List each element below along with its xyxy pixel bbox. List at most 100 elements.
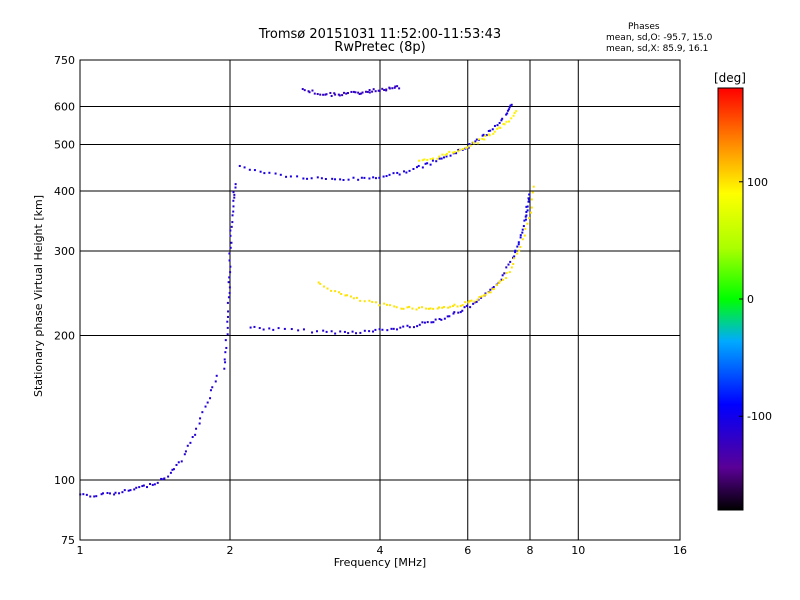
echo-point (457, 149, 460, 152)
echo-point (233, 193, 236, 196)
echo-point (426, 162, 429, 165)
echo-point (466, 146, 469, 149)
echo-point (461, 147, 464, 150)
echo-point (227, 310, 230, 313)
echo-point (392, 327, 395, 330)
echo-point (102, 492, 105, 495)
echo-point (358, 93, 361, 96)
echo-point (359, 331, 362, 334)
echo-point (515, 110, 518, 113)
echo-point (378, 176, 381, 179)
echo-point (232, 191, 235, 194)
echo-point (519, 236, 522, 239)
echo-point (232, 199, 235, 202)
echo-point (228, 276, 231, 279)
echo-point (268, 171, 271, 174)
echo-point (374, 301, 377, 304)
echo-point (322, 329, 325, 332)
echo-point (347, 332, 350, 335)
echo-point (445, 152, 448, 155)
echo-point (374, 177, 377, 180)
echo-point (423, 321, 426, 324)
echo-point (508, 106, 511, 109)
echo-point (226, 333, 229, 336)
echo-point (526, 209, 529, 212)
echo-point (172, 468, 175, 471)
echo-point (364, 90, 367, 93)
echo-point (524, 215, 527, 218)
echo-point (334, 93, 337, 96)
echo-point (206, 401, 209, 404)
echo-point (498, 121, 501, 124)
echo-point (198, 422, 201, 425)
echo-point (425, 307, 428, 310)
echo-point (127, 489, 130, 492)
echo-point (493, 124, 496, 127)
echo-point (301, 88, 304, 91)
echo-point (342, 91, 345, 94)
echo-point (464, 301, 467, 304)
echo-point (360, 92, 363, 95)
echo-point (484, 293, 487, 296)
echo-point (522, 225, 525, 228)
echo-point (343, 330, 346, 333)
echo-point (408, 305, 411, 308)
echo-point (381, 87, 384, 90)
echo-point (457, 311, 460, 314)
echo-point (449, 154, 452, 157)
echo-point (89, 495, 92, 498)
echo-point (224, 339, 227, 342)
echo-point (500, 119, 503, 122)
echo-point (346, 92, 349, 95)
echo-point (448, 150, 451, 153)
echo-point (510, 266, 513, 269)
echo-point (296, 175, 299, 178)
echo-point (453, 303, 456, 306)
echo-point (405, 171, 408, 174)
echo-point (514, 249, 517, 252)
echo-point (496, 124, 499, 127)
echo-point (274, 172, 277, 175)
echo-point (324, 177, 327, 180)
echo-point (226, 315, 229, 318)
echo-point (474, 140, 477, 143)
echo-point (357, 178, 360, 181)
echo-point (82, 493, 85, 496)
echo-point (416, 325, 419, 328)
echo-point (201, 411, 204, 414)
echo-point (411, 307, 414, 310)
echo-point (345, 294, 348, 297)
echo-point (180, 460, 183, 463)
echo-point (506, 109, 509, 112)
echo-point (438, 318, 441, 321)
y-tick-label: 600 (54, 101, 75, 114)
echo-point (448, 315, 451, 318)
echo-point (167, 475, 170, 478)
echo-point (93, 495, 96, 498)
x-tick-label: 8 (527, 544, 534, 557)
y-tick-label: 75 (61, 534, 75, 547)
echo-point (352, 297, 355, 300)
echo-point (421, 159, 424, 162)
echo-point (469, 306, 472, 309)
echo-point (342, 178, 345, 181)
echo-point (430, 321, 433, 324)
echo-point (442, 156, 445, 159)
echo-point (228, 259, 231, 262)
echo-point (228, 252, 231, 255)
echo-point (223, 367, 226, 370)
echo-point (449, 305, 452, 308)
y-tick-label: 750 (54, 54, 75, 67)
echo-point (473, 300, 476, 303)
echo-point (238, 164, 241, 167)
echo-point (322, 285, 325, 288)
echo-point (337, 93, 340, 96)
echo-point (108, 492, 111, 495)
echo-point (230, 225, 233, 228)
echo-point (399, 326, 402, 329)
echo-point (509, 260, 512, 263)
echo-point (431, 159, 434, 162)
echo-point (530, 206, 533, 209)
x-tick-label: 16 (673, 544, 687, 557)
echo-point (156, 481, 159, 484)
